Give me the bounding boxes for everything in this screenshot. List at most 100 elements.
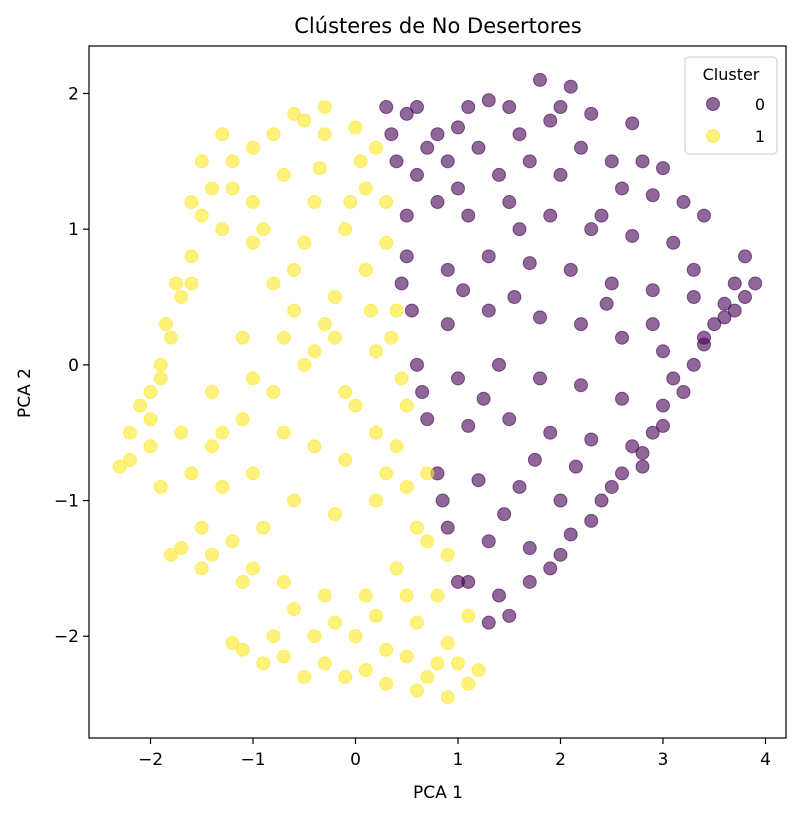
- point-series-1: [194, 208, 209, 223]
- point-series-1: [358, 181, 373, 196]
- point-series-0: [584, 513, 599, 528]
- point-series-0: [415, 385, 430, 399]
- point-series-1: [379, 642, 394, 657]
- point-series-0: [697, 208, 711, 223]
- point-series-1: [338, 222, 353, 237]
- point-series-1: [348, 398, 363, 413]
- point-series-1: [461, 676, 476, 691]
- plot-border: [88, 45, 787, 739]
- point-series-1: [399, 398, 414, 413]
- point-series-0: [553, 100, 568, 115]
- point-series-0: [645, 317, 660, 332]
- point-series-0: [656, 161, 670, 176]
- series-1: [112, 100, 486, 705]
- point-series-1: [420, 534, 435, 549]
- point-series-0: [389, 154, 404, 169]
- point-series-1: [225, 154, 240, 169]
- point-series-0: [625, 228, 640, 243]
- point-series-1: [205, 547, 219, 562]
- point-series-1: [363, 303, 378, 318]
- point-series-0: [615, 466, 629, 481]
- point-series-0: [717, 310, 732, 325]
- point-series-1: [369, 425, 383, 440]
- legend-marker-0: [706, 97, 720, 111]
- point-series-1: [338, 452, 353, 467]
- point-series-1: [353, 154, 368, 169]
- point-series-1: [153, 357, 168, 372]
- point-series-0: [717, 296, 732, 311]
- point-series-0: [635, 154, 650, 169]
- x-tick-label: 0: [350, 750, 361, 770]
- point-series-1: [287, 303, 301, 318]
- point-series-1: [440, 547, 455, 562]
- point-series-0: [574, 378, 588, 393]
- point-series-1: [174, 425, 189, 440]
- point-series-1: [307, 344, 322, 359]
- point-series-0: [584, 222, 599, 237]
- point-series-1: [379, 195, 394, 210]
- point-series-0: [563, 527, 578, 542]
- point-series-1: [184, 466, 199, 481]
- point-series-1: [307, 439, 322, 454]
- point-series-1: [430, 588, 445, 603]
- y-tick-label: 0: [68, 356, 79, 376]
- x-tick-label: 3: [658, 750, 669, 770]
- point-series-0: [430, 195, 445, 210]
- point-series-0: [604, 154, 619, 169]
- point-series-0: [502, 100, 517, 115]
- y-axis: −2 −1 0 1 2: [54, 84, 89, 647]
- point-series-0: [492, 588, 506, 603]
- point-series-1: [317, 317, 332, 332]
- point-series-1: [369, 608, 383, 623]
- point-series-1: [394, 371, 409, 386]
- point-series-1: [153, 479, 168, 494]
- point-series-1: [317, 588, 332, 603]
- point-series-0: [430, 127, 445, 142]
- point-series-0: [492, 357, 506, 372]
- point-series-1: [215, 479, 230, 494]
- point-series-0: [625, 439, 640, 454]
- point-series-1: [307, 195, 322, 210]
- point-series-1: [420, 669, 435, 684]
- point-series-0: [574, 317, 588, 332]
- point-series-0: [379, 100, 394, 115]
- point-series-0: [456, 283, 471, 298]
- point-series-0: [522, 256, 537, 271]
- y-tick-label: 1: [68, 220, 79, 240]
- point-series-0: [727, 303, 742, 318]
- point-series-0: [563, 79, 578, 94]
- point-series-1: [184, 195, 199, 210]
- point-series-1: [112, 459, 127, 474]
- point-series-1: [194, 154, 209, 169]
- point-series-0: [615, 391, 629, 406]
- point-series-1: [215, 127, 230, 142]
- point-series-0: [748, 276, 763, 291]
- point-series-0: [533, 371, 547, 386]
- point-series-0: [584, 432, 599, 447]
- point-series-0: [645, 188, 660, 203]
- series-0: [379, 72, 763, 630]
- point-series-0: [440, 154, 455, 169]
- point-series-1: [174, 541, 189, 556]
- point-series-0: [512, 222, 527, 237]
- point-series-1: [266, 629, 281, 644]
- point-series-1: [317, 656, 332, 671]
- point-series-1: [143, 439, 158, 454]
- y-tick-label: −1: [54, 492, 79, 512]
- point-series-0: [563, 262, 578, 277]
- point-series-0: [481, 303, 496, 318]
- point-series-1: [235, 412, 250, 427]
- point-series-1: [379, 235, 394, 250]
- point-series-1: [451, 656, 465, 671]
- point-series-1: [205, 439, 219, 454]
- point-series-1: [379, 676, 394, 691]
- point-series-1: [461, 608, 476, 623]
- point-series-0: [599, 296, 614, 311]
- point-series-0: [481, 534, 496, 549]
- point-series-1: [143, 385, 158, 399]
- point-series-1: [384, 330, 399, 345]
- point-series-0: [522, 541, 537, 556]
- point-series-0: [527, 452, 542, 467]
- point-series-0: [645, 283, 660, 298]
